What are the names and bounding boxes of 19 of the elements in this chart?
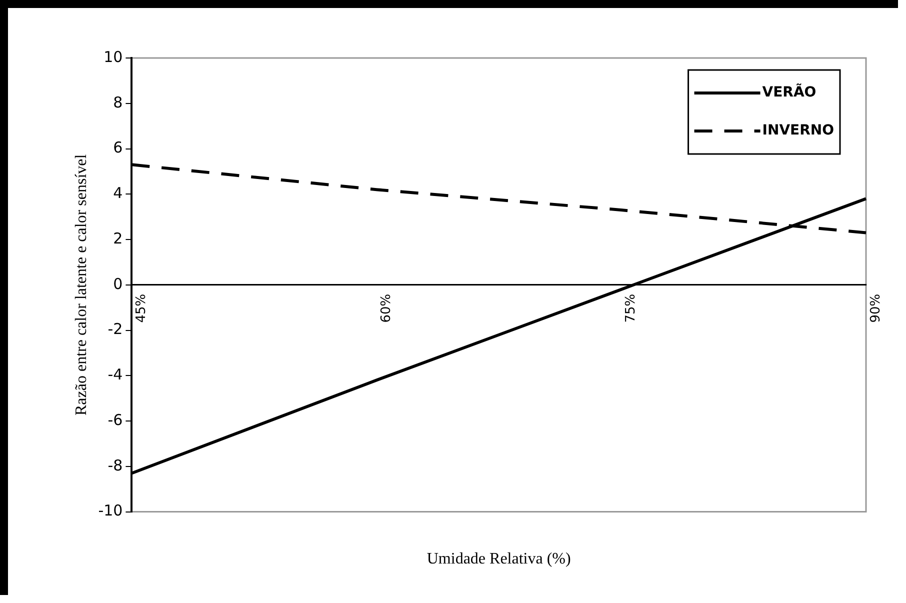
y-tick-label: -6: [108, 410, 123, 429]
y-tick-label: -8: [108, 456, 123, 474]
y-axis-title: Razão entre calor latente e calor sensível: [72, 154, 90, 416]
y-tick-label: 2: [113, 229, 123, 248]
y-tick-label: 4: [113, 184, 123, 202]
x-tick-label: 90%: [868, 294, 884, 323]
x-tick-label: 60%: [378, 294, 394, 323]
y-tick-label: 10: [104, 48, 123, 66]
y-tick-label: 0: [113, 274, 123, 293]
y-tick-label: -4: [108, 366, 123, 384]
y-tick-label: 8: [113, 93, 123, 112]
x-tick-label: 75%: [624, 294, 639, 323]
legend-label: VERÃO: [762, 82, 816, 101]
x-tick-label: 45%: [134, 294, 150, 323]
y-tick-label: -10: [98, 502, 123, 520]
y-tick-label: -2: [108, 320, 123, 338]
legend-label: INVERNO: [762, 122, 834, 139]
x-axis-title: Umidade Relativa (%): [426, 550, 571, 568]
y-tick-label: 6: [113, 138, 123, 157]
